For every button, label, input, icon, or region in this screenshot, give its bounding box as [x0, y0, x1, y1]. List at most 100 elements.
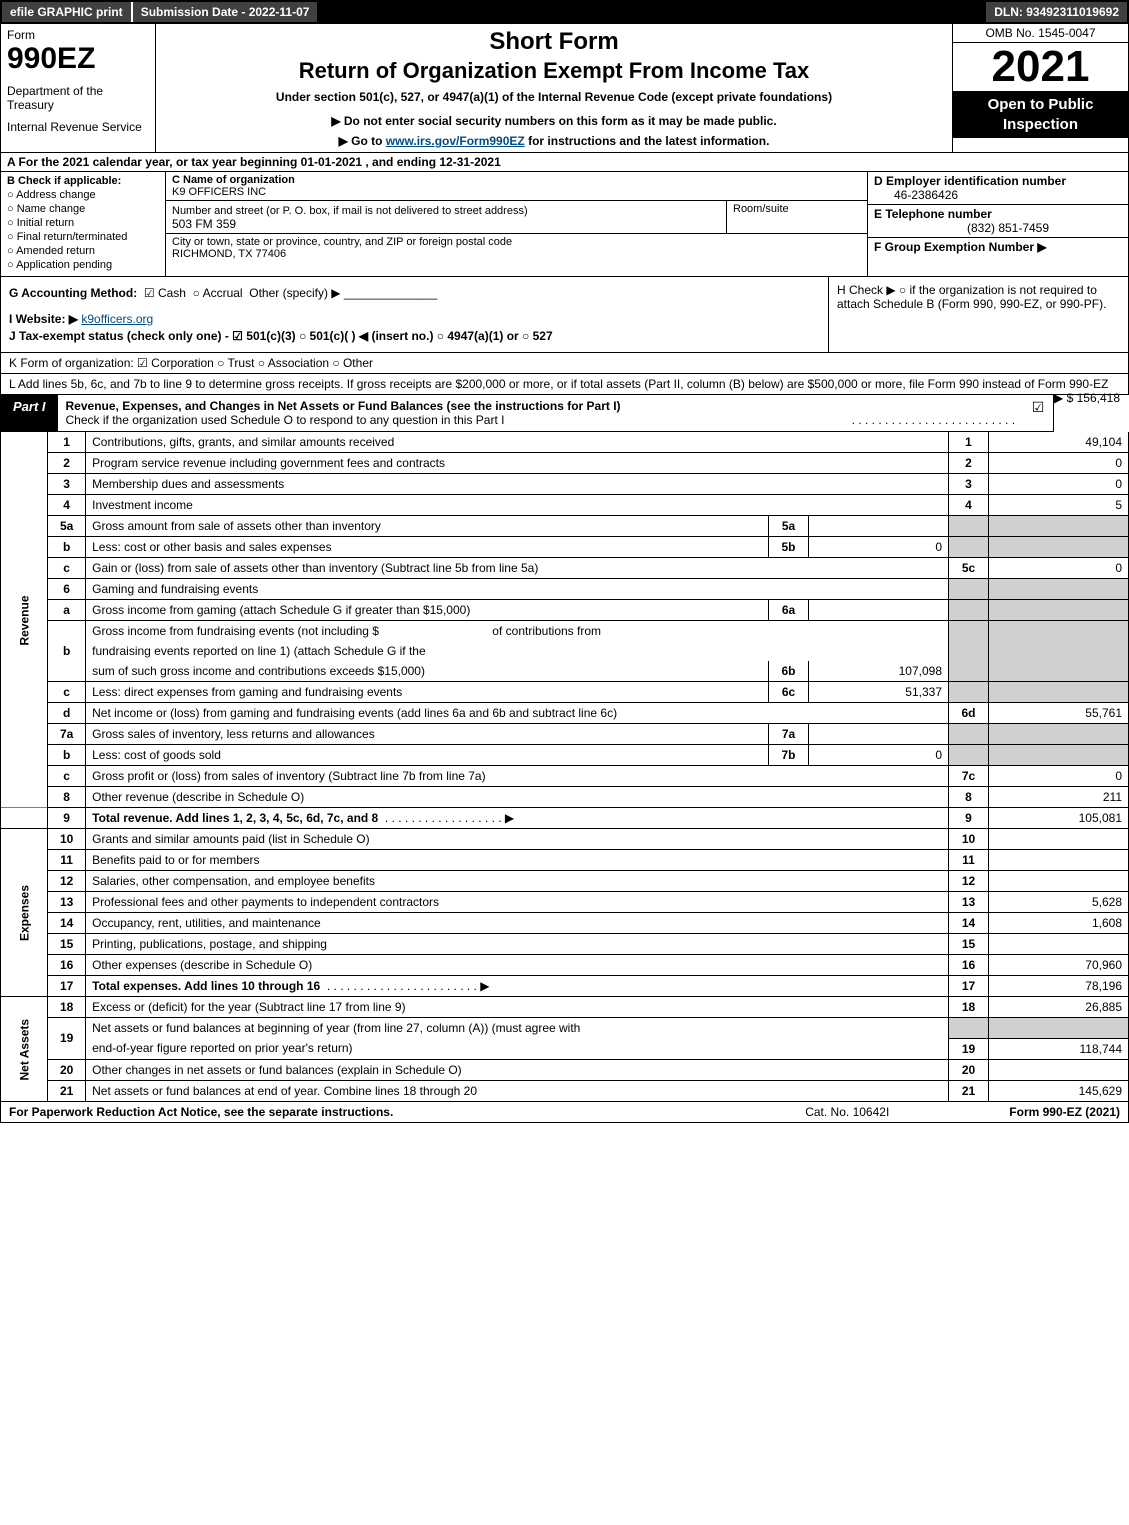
- bcdef-section: B Check if applicable: Address change Na…: [0, 172, 1129, 277]
- l1-amt: 49,104: [989, 432, 1129, 453]
- l6c-num: c: [48, 682, 86, 703]
- l5a-snum: 5a: [769, 516, 809, 537]
- l7c-desc: Gross profit or (loss) from sales of inv…: [86, 766, 949, 787]
- col-b-label: B Check if applicable:: [7, 175, 121, 187]
- go-to-post: for instructions and the latest informat…: [525, 134, 770, 148]
- city-label: City or town, state or province, country…: [172, 236, 512, 248]
- l14-amt: 1,608: [989, 913, 1129, 934]
- l7b-snum: 7b: [769, 745, 809, 766]
- l5b-num: b: [48, 537, 86, 558]
- line-4: 4 Investment income 4 5: [1, 495, 1129, 516]
- part-1-checkbox[interactable]: [1023, 395, 1053, 431]
- l19-desc2: end-of-year figure reported on prior yea…: [86, 1038, 949, 1059]
- l16-desc: Other expenses (describe in Schedule O): [86, 955, 949, 976]
- city-block: City or town, state or province, country…: [166, 234, 867, 262]
- telephone-label: E Telephone number: [874, 207, 992, 221]
- l15-num: 15: [48, 934, 86, 955]
- l21-amt: 145,629: [989, 1080, 1129, 1101]
- l6d-num: d: [48, 703, 86, 724]
- open-to-public: Open to Public Inspection: [953, 91, 1128, 138]
- l6b-samt: 107,098: [809, 661, 949, 682]
- l11-desc: Benefits paid to or for members: [86, 850, 949, 871]
- l6c-desc: Less: direct expenses from gaming and fu…: [86, 682, 769, 703]
- l7a-samt: [809, 724, 949, 745]
- telephone-block: E Telephone number (832) 851-7459: [868, 205, 1128, 238]
- l5b-desc: Less: cost or other basis and sales expe…: [86, 537, 769, 558]
- l21-rnum: 21: [949, 1080, 989, 1101]
- l9-desc: Total revenue. Add lines 1, 2, 3, 4, 5c,…: [86, 808, 949, 829]
- l1-num: 1: [48, 432, 86, 453]
- top-bar: efile GRAPHIC print Submission Date - 20…: [0, 0, 1129, 24]
- line-9: 9 Total revenue. Add lines 1, 2, 3, 4, 5…: [1, 808, 1129, 829]
- ghij-left: G Accounting Method: Cash Accrual Other …: [1, 277, 828, 352]
- part-1-title: Revenue, Expenses, and Changes in Net As…: [58, 395, 1024, 431]
- line-2: 2 Program service revenue including gove…: [1, 453, 1129, 474]
- address-value: 503 FM 359: [172, 217, 236, 231]
- l20-amt: [989, 1059, 1129, 1080]
- l5c-amt: 0: [989, 558, 1129, 579]
- irs-link[interactable]: www.irs.gov/Form990EZ: [386, 134, 525, 148]
- l5a-ashade: [989, 516, 1129, 537]
- l6b-desc3: sum of such gross income and contributio…: [86, 661, 769, 682]
- l5a-num: 5a: [48, 516, 86, 537]
- line-5c: c Gain or (loss) from sale of assets oth…: [1, 558, 1129, 579]
- l6-desc: Gaming and fundraising events: [86, 579, 949, 600]
- page-footer: For Paperwork Reduction Act Notice, see …: [0, 1102, 1129, 1123]
- l6a-ashade: [989, 600, 1129, 621]
- website-value[interactable]: k9officers.org: [81, 312, 153, 326]
- l12-desc: Salaries, other compensation, and employ…: [86, 871, 949, 892]
- group-exemption-block: F Group Exemption Number ▶: [868, 238, 1128, 256]
- l13-desc: Professional fees and other payments to …: [86, 892, 949, 913]
- l6-rshade: [949, 579, 989, 600]
- l10-amt: [989, 829, 1129, 850]
- chk-application-pending[interactable]: Application pending: [7, 259, 159, 271]
- l7a-snum: 7a: [769, 724, 809, 745]
- part-1-tag: Part I: [1, 395, 58, 431]
- go-to-line: ▶ Go to www.irs.gov/Form990EZ for instru…: [164, 134, 944, 148]
- chk-initial-return[interactable]: Initial return: [7, 217, 159, 229]
- row-l-gross-receipts: L Add lines 5b, 6c, and 7b to line 9 to …: [0, 374, 1129, 395]
- chk-amended-return[interactable]: Amended return: [7, 245, 159, 257]
- l7a-rshade: [949, 724, 989, 745]
- l13-amt: 5,628: [989, 892, 1129, 913]
- row-k-form-of-org: K Form of organization: ☑ Corporation ○ …: [0, 353, 1129, 374]
- l19-ashade: [989, 1018, 1129, 1039]
- footer-paperwork: For Paperwork Reduction Act Notice, see …: [9, 1105, 393, 1119]
- chk-cash[interactable]: Cash: [144, 286, 186, 300]
- go-to-pre: ▶ Go to: [339, 134, 386, 148]
- l3-num: 3: [48, 474, 86, 495]
- l9-amt: 105,081: [989, 808, 1129, 829]
- l6d-rnum: 6d: [949, 703, 989, 724]
- l6b-num: b: [48, 621, 86, 682]
- line-16: 16 Other expenses (describe in Schedule …: [1, 955, 1129, 976]
- l5a-desc: Gross amount from sale of assets other t…: [86, 516, 769, 537]
- line-6b-r1: b Gross income from fundraising events (…: [1, 621, 1129, 642]
- chk-accrual[interactable]: Accrual: [193, 286, 243, 300]
- chk-final-return[interactable]: Final return/terminated: [7, 231, 159, 243]
- l14-num: 14: [48, 913, 86, 934]
- l6b-desc1: Gross income from fundraising events (no…: [86, 621, 949, 642]
- l19-rnum: 19: [949, 1038, 989, 1059]
- line-19-r2: end-of-year figure reported on prior yea…: [1, 1038, 1129, 1059]
- form-header: Form 990EZ Department of the Treasury In…: [0, 24, 1129, 153]
- l6c-rshade: [949, 682, 989, 703]
- line-7c: c Gross profit or (loss) from sales of i…: [1, 766, 1129, 787]
- l4-desc: Investment income: [86, 495, 949, 516]
- l4-amt: 5: [989, 495, 1129, 516]
- line-18: Net Assets 18 Excess or (deficit) for th…: [1, 997, 1129, 1018]
- j-line: J Tax-exempt status (check only one) - ☑…: [9, 329, 553, 343]
- chk-address-change[interactable]: Address change: [7, 189, 159, 201]
- line-7b: b Less: cost of goods sold 7b 0: [1, 745, 1129, 766]
- group-exemption-label: F Group Exemption Number ▶: [874, 240, 1047, 254]
- l13-rnum: 13: [949, 892, 989, 913]
- line-6a: a Gross income from gaming (attach Sched…: [1, 600, 1129, 621]
- i-label: I Website: ▶: [9, 312, 78, 326]
- l10-num: 10: [48, 829, 86, 850]
- l6a-snum: 6a: [769, 600, 809, 621]
- chk-name-change[interactable]: Name change: [7, 203, 159, 215]
- l7c-rnum: 7c: [949, 766, 989, 787]
- l7b-samt: 0: [809, 745, 949, 766]
- l2-amt: 0: [989, 453, 1129, 474]
- l19-amt: 118,744: [989, 1038, 1129, 1059]
- l5b-snum: 5b: [769, 537, 809, 558]
